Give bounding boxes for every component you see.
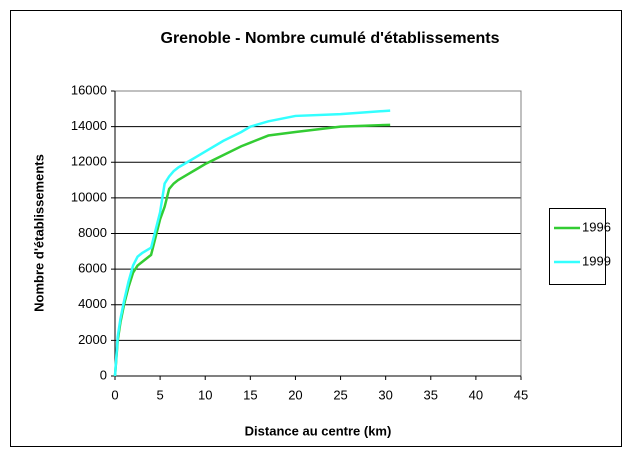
y-tick-label: 10000 [71, 189, 107, 204]
y-tick-label: 0 [100, 367, 107, 382]
legend-label: 1996 [582, 219, 611, 234]
series-line [113, 109, 391, 377]
x-tick-label: 10 [198, 387, 212, 402]
x-tick-label: 35 [424, 387, 438, 402]
x-tick-label: 25 [333, 387, 347, 402]
y-tick-label: 4000 [78, 296, 107, 311]
x-tick-label: 15 [243, 387, 257, 402]
chart-title: Grenoble - Nombre cumulé d'établissement… [161, 30, 500, 47]
x-tick-label: 30 [378, 387, 392, 402]
y-tick-label: 14000 [71, 118, 107, 133]
y-tick-label: 6000 [78, 261, 107, 276]
legend [549, 208, 606, 285]
x-tick-label: 20 [288, 387, 302, 402]
y-tick-label: 2000 [78, 332, 107, 347]
y-tick-label: 16000 [71, 82, 107, 97]
chart-frame [10, 10, 622, 447]
x-tick-label: 0 [111, 387, 118, 402]
legend-label: 1999 [582, 253, 611, 268]
y-tick-label: 8000 [78, 225, 107, 240]
y-tick-label: 12000 [71, 154, 107, 169]
x-tick-label: 45 [514, 387, 528, 402]
x-axis-label: Distance au centre (km) [245, 423, 392, 438]
x-tick-label: 5 [156, 387, 163, 402]
y-axis-label: Nombre d'établissements [31, 154, 46, 312]
x-tick-label: 40 [469, 387, 483, 402]
